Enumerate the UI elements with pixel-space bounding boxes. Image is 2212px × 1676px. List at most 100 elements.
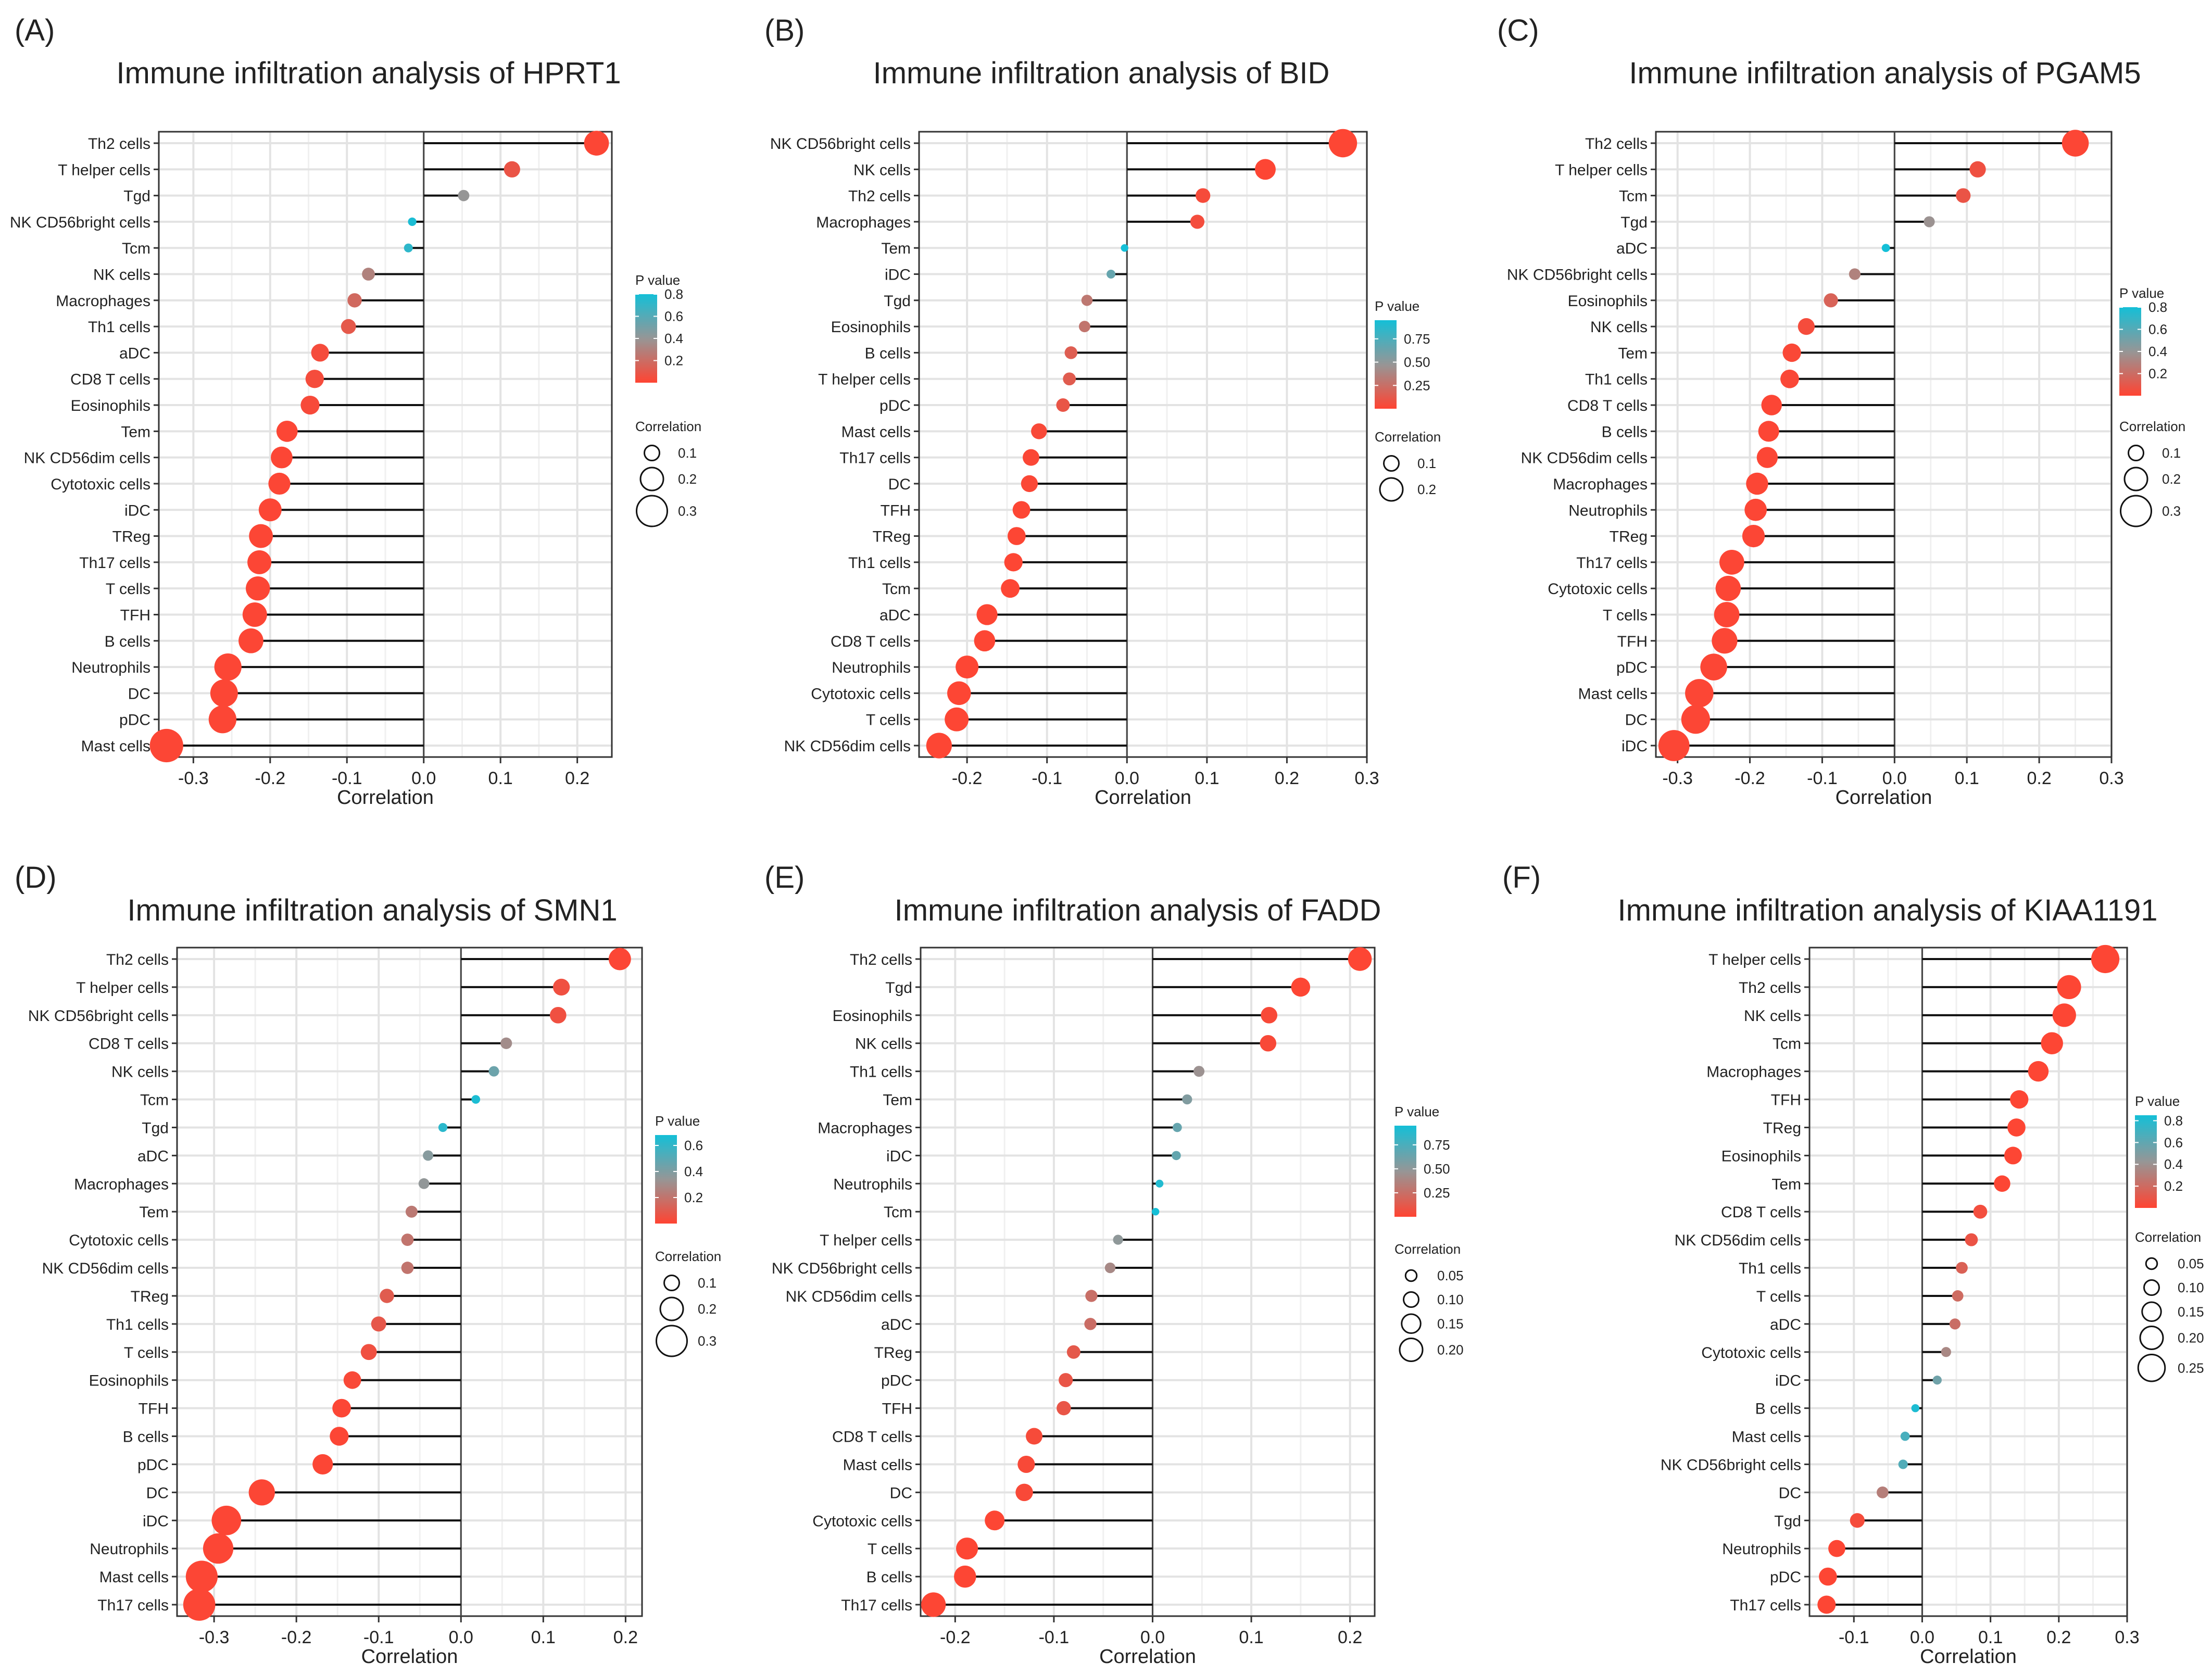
y-tick-label: Th2 cells [88, 135, 150, 153]
y-tick-label: Eosinophils [833, 1007, 912, 1025]
p-legend-tick-label: 0.6 [684, 1138, 703, 1153]
lollipop-point [1881, 244, 1890, 253]
x-axis-label: Correlation [1095, 787, 1191, 809]
lollipop-point [1798, 318, 1815, 335]
x-tick-label: -0.1 [1032, 768, 1062, 788]
y-tick-label: Tgd [885, 979, 912, 997]
y-tick-label: DC [1779, 1484, 1801, 1502]
plot-frame [1808, 947, 2128, 1617]
lollipop-point [1898, 1459, 1908, 1469]
y-tick-label: Th2 cells [1585, 135, 1648, 153]
y-tick-label: Cytotoxic cells [1701, 1344, 1801, 1362]
lollipop-point [1969, 161, 1986, 178]
y-tick-label: NK cells [1744, 1007, 1801, 1025]
lollipop-point [247, 550, 272, 574]
y-tick-label: T helper cells [818, 371, 911, 388]
y-tick-label: Eosinophils [71, 397, 150, 414]
p-legend-tick-label: 0.4 [684, 1164, 703, 1179]
y-tick-label: NK cells [93, 267, 150, 284]
lollipop-point [214, 653, 242, 681]
x-axis-label: Correlation [1920, 1646, 2017, 1668]
y-tick-label: Neutrophils [833, 1176, 912, 1193]
size-legend-label: 0.15 [2178, 1304, 2204, 1319]
y-tick-label: Tcm [884, 1204, 912, 1221]
y-tick-label: Th2 cells [848, 188, 911, 205]
y-tick-label: iDC [885, 267, 911, 284]
y-tick-label: Th1 cells [850, 1064, 912, 1081]
lollipop-point [1924, 216, 1935, 228]
p-legend-tick-label: 0.75 [1424, 1137, 1450, 1153]
y-tick-label: NK cells [111, 1064, 169, 1081]
plot-frame [176, 947, 643, 1617]
y-tick-label: Cytotoxic cells [51, 476, 150, 493]
y-tick-label: TFH [881, 502, 911, 519]
x-tick-label: -0.2 [255, 768, 286, 788]
lollipop-point [360, 1344, 377, 1360]
lollipop-point [1121, 244, 1128, 252]
y-tick-label: Th1 cells [88, 319, 150, 336]
lollipop-point [1078, 321, 1090, 333]
lollipop-point [1756, 447, 1778, 468]
lollipop-point [1021, 475, 1038, 493]
size-legend-circle [2145, 1257, 2158, 1270]
size-legend-circle [656, 1325, 688, 1357]
y-tick-label: Mast cells [1578, 685, 1648, 702]
lollipop-point [423, 1150, 434, 1161]
y-tick-label: B cells [866, 1569, 912, 1586]
lollipop-point [471, 1095, 481, 1104]
lollipop-point [1155, 1179, 1164, 1188]
p-legend-tick-label: 0.4 [2164, 1156, 2183, 1172]
lollipop-point [1261, 1006, 1278, 1024]
y-tick-label: TFH [120, 607, 150, 624]
lollipop-point [1932, 1376, 1942, 1385]
y-tick-label: Macrophages [1553, 476, 1648, 493]
lollipop-point [956, 656, 979, 679]
x-tick-label: -0.2 [281, 1628, 312, 1647]
lollipop-point [401, 1262, 414, 1274]
size-legend-circle [639, 467, 664, 492]
lollipop-point [1001, 579, 1020, 598]
y-tick-label: Neutrophils [832, 659, 911, 676]
p-legend-title: P value [2135, 1093, 2180, 1109]
y-tick-label: DC [1625, 712, 1648, 729]
lollipop-point [208, 705, 237, 734]
y-tick-label: pDC [137, 1456, 169, 1473]
lollipop-point [276, 420, 298, 442]
lollipop-point [504, 161, 520, 178]
lollipop-point [362, 268, 375, 281]
x-tick-label: -0.3 [1662, 768, 1693, 788]
y-tick-label: T cells [868, 1541, 912, 1558]
lollipop-point [1015, 1483, 1033, 1502]
y-tick-label: Tgd [1620, 214, 1648, 231]
x-tick-label: -0.1 [1807, 768, 1838, 788]
p-legend-tick-label: 0.2 [664, 353, 683, 369]
chart-panel-a: (A) Immune infiltration analysis of HPRT1… [10, 14, 701, 809]
lollipop-point [347, 293, 362, 308]
lollipop-point [1328, 129, 1358, 158]
lollipop-point [242, 602, 267, 627]
y-tick-label: aDC [137, 1148, 169, 1165]
x-tick-label: 0.0 [411, 768, 436, 788]
lollipop-point [311, 344, 329, 362]
lollipop-point [1023, 449, 1039, 466]
lollipop-point [1254, 159, 1276, 180]
p-legend-tick-label: 0.6 [2148, 322, 2167, 337]
size-legend-circle [2143, 1279, 2160, 1296]
y-tick-label: Tem [139, 1204, 169, 1221]
y-tick-label: NK CD56dim cells [786, 1288, 912, 1305]
x-tick-label: 0.3 [2115, 1628, 2139, 1647]
lollipop-point [1066, 1345, 1080, 1359]
p-legend-tick-label: 0.2 [2148, 366, 2167, 382]
plot-frame [1655, 131, 2113, 758]
lollipop-point [249, 524, 273, 548]
lollipop-point [1700, 653, 1727, 681]
size-legend-label: 0.2 [678, 471, 697, 487]
chart-title: Immune infiltration analysis of FADD [895, 893, 1381, 927]
lollipop-point [1172, 1151, 1181, 1161]
p-legend-tick-label: 0.8 [664, 286, 683, 302]
y-tick-label: Neutrophils [1722, 1541, 1801, 1558]
lollipop-point [332, 1398, 351, 1418]
size-legend-circle [2120, 495, 2152, 527]
lollipop-point [1719, 549, 1744, 575]
y-tick-label: Mast cells [99, 1569, 169, 1586]
